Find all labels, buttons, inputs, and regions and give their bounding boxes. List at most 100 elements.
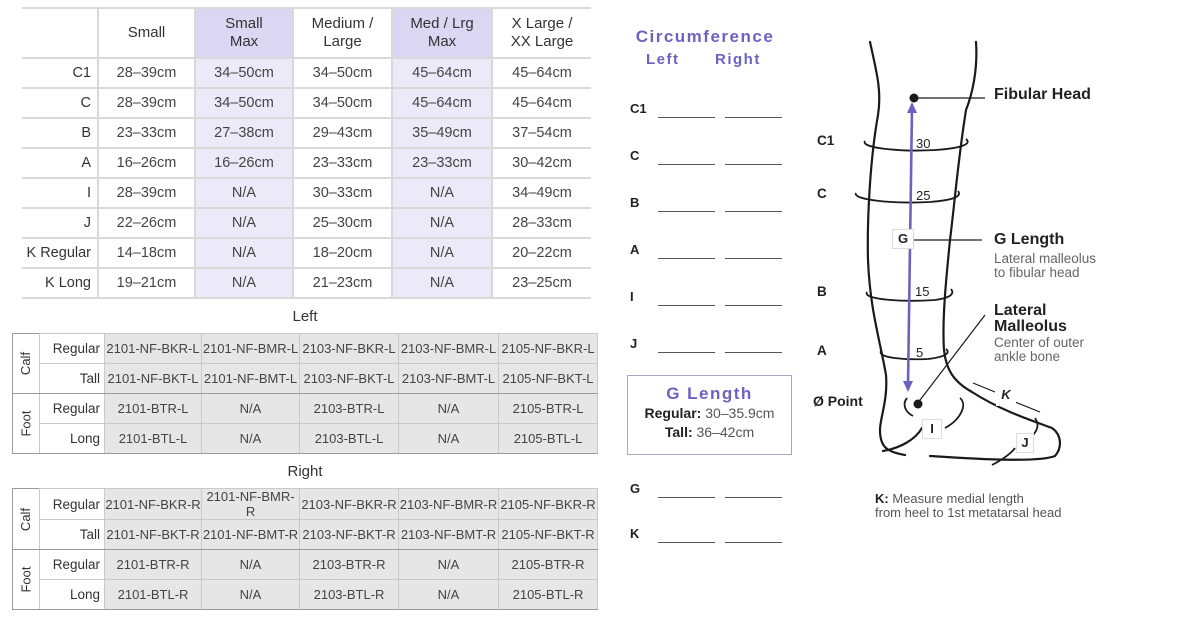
cell: 28–39cm [97,58,195,89]
cell: 34–50cm [292,58,392,89]
left-blank-field[interactable] [658,164,715,165]
cell: 28–39cm [97,178,195,209]
table-row: I 28–39cm N/A 30–33cm N/A 34–49cm [22,178,591,209]
row-label: A [630,242,640,257]
row-label: C [22,88,98,119]
row-label: Long [39,423,106,454]
right-blank-field[interactable] [725,258,782,259]
cell: 2101-NF-BMT-R [201,519,301,550]
cell: 2105-NF-BKR-R [498,488,599,520]
cell: 19–21cm [97,268,195,299]
right-part-number-table: Calf Regular 2101-NF-BKR-R 2101-NF-BMR-R… [11,488,599,610]
cell: 34–50cm [194,88,293,119]
table-row: Long 2101-BTL-L N/A 2103-BTL-L N/A 2105-… [13,423,599,454]
left-blank-field[interactable] [658,117,715,118]
cell: 2103-NF-BKT-R [299,519,400,550]
left-blank-field[interactable] [658,497,715,498]
cell: 45–64cm [391,58,492,89]
table-row: Tall 2101-NF-BKT-L 2101-NF-BMT-L 2103-NF… [13,363,599,394]
row-label: K [630,526,640,541]
cell: 2101-BTL-L [104,423,203,454]
right-blank-field[interactable] [725,305,782,306]
cell: N/A [391,268,492,299]
row-label: G [630,481,641,496]
g-length-title: G Length [666,384,753,403]
right-blank-field[interactable] [725,497,782,498]
cell: 2101-NF-BKR-R [104,488,203,520]
row-label: C1 [22,58,98,89]
cell: 2105-BTL-R [498,579,599,610]
cell: 2101-BTR-R [104,549,203,580]
right-column-label: Right [715,51,761,68]
cell: N/A [398,423,500,454]
g-tag: G [892,229,914,249]
cell: 2105-BTR-L [498,393,599,424]
right-blank-field[interactable] [725,352,782,353]
cell: 2103-BTL-L [299,423,400,454]
table-row: C 28–39cm 34–50cm 34–50cm 45–64cm 45–64c… [22,88,591,119]
row-label: B [22,118,98,149]
row-label: A [22,148,98,179]
table-row: J 22–26cm N/A 25–30cm N/A 28–33cm [22,208,591,239]
row-label: C1 [630,101,647,116]
cell: 34–50cm [194,58,293,89]
cell: 27–38cm [194,118,293,149]
table-row: C1 28–39cm 34–50cm 34–50cm 45–64cm 45–64… [22,58,591,89]
cell: 2101-NF-BKR-L [104,333,203,364]
form-row-j: J [630,336,790,358]
cell: 45–64cm [391,88,492,119]
row-label: K Regular [22,238,98,269]
table-row: Calf Regular 2101-NF-BKR-L 2101-NF-BMR-L… [11,333,599,394]
form-row-i: I [630,289,790,311]
left-blank-field[interactable] [658,258,715,259]
corner-cell [22,7,98,59]
lateral-malleolus-title-2: Malleolus [994,318,1067,335]
cell: 2103-NF-BKT-L [299,363,400,394]
cell: N/A [194,268,293,299]
cell: 23–33cm [97,118,195,149]
left-column-label: Left [646,51,680,68]
table-row: Foot Regular 2101-BTR-L N/A 2103-BTR-L N… [11,393,599,454]
point-label-b: B [817,284,827,299]
left-section-title: Left [292,308,318,325]
left-blank-field[interactable] [658,211,715,212]
col-header-med-lrg-max: Med / Lrg Max [391,7,492,59]
cell: 35–49cm [391,118,492,149]
cell: 2101-NF-BKT-R [104,519,203,550]
table-row: Foot Regular 2101-BTR-R N/A 2103-BTR-R N… [11,549,599,610]
cell: 30–42cm [491,148,591,179]
cell: 18–20cm [292,238,392,269]
cell: N/A [398,579,500,610]
cell: N/A [201,423,301,454]
right-blank-field[interactable] [725,117,782,118]
cell: 2101-BTR-L [104,393,203,424]
form-row-c1: C1 [630,101,790,123]
right-blank-field[interactable] [725,211,782,212]
group-label-foot: Foot [11,549,41,610]
cell: 20–22cm [491,238,591,269]
right-blank-field[interactable] [725,164,782,165]
form-row-b: B [630,195,790,217]
cell: N/A [194,178,293,209]
left-part-number-table: Calf Regular 2101-NF-BKR-L 2101-NF-BMR-L… [11,333,599,454]
i-tag: I [922,419,942,439]
col-header-xl-xxl: X Large / XX Large [491,7,591,59]
left-blank-field[interactable] [658,542,715,543]
cell: 23–25cm [491,268,591,299]
row-label: C [630,148,640,163]
row-label: Tall [39,519,106,550]
g-length-regular: Regular: 30–35.9cm [644,405,775,421]
row-label: Regular [39,333,106,364]
form-row-a: A [630,242,790,264]
row-label: Regular [39,393,106,424]
left-blank-field[interactable] [658,352,715,353]
group-label-calf: Calf [11,333,41,394]
table-row: Long 2101-BTL-R N/A 2103-BTL-R N/A 2105-… [13,579,599,610]
left-blank-field[interactable] [658,305,715,306]
cell: N/A [201,579,301,610]
cell: 30–33cm [292,178,392,209]
g-length-desc-1: Lateral malleolus [994,251,1097,266]
right-blank-field[interactable] [725,542,782,543]
cell: N/A [391,178,492,209]
lateral-malleolus-desc-1: Center of outer [994,335,1085,350]
